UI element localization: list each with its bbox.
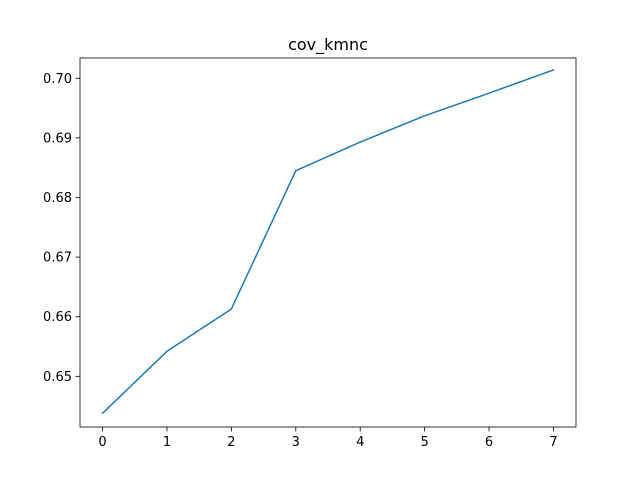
y-tick-label: 0.65 xyxy=(43,370,72,385)
x-tick-label: 6 xyxy=(485,435,493,450)
y-tick-label: 0.68 xyxy=(43,191,72,206)
series-line-0 xyxy=(101,68,555,415)
y-tick-label: 0.66 xyxy=(43,310,72,325)
x-tick-label: 4 xyxy=(356,435,364,450)
x-tick-label: 2 xyxy=(227,435,235,450)
axes-frame xyxy=(79,57,577,428)
y-tick-label: 0.69 xyxy=(43,131,72,146)
x-tick-label: 7 xyxy=(549,435,557,450)
x-tick-label: 5 xyxy=(420,435,428,450)
x-tick-label: 1 xyxy=(163,435,171,450)
x-tick-label: 0 xyxy=(98,435,106,450)
plot-area: 0 1 2 3 4 5 6 7 0.65 0.66 0.67 0.68 0.69 0.70 xyxy=(43,57,577,450)
y-tick-label: 0.70 xyxy=(43,72,72,87)
x-tick-label: 3 xyxy=(292,435,300,450)
chart-title: cov_kmnc xyxy=(288,35,368,55)
y-tick-label: 0.67 xyxy=(43,251,72,266)
